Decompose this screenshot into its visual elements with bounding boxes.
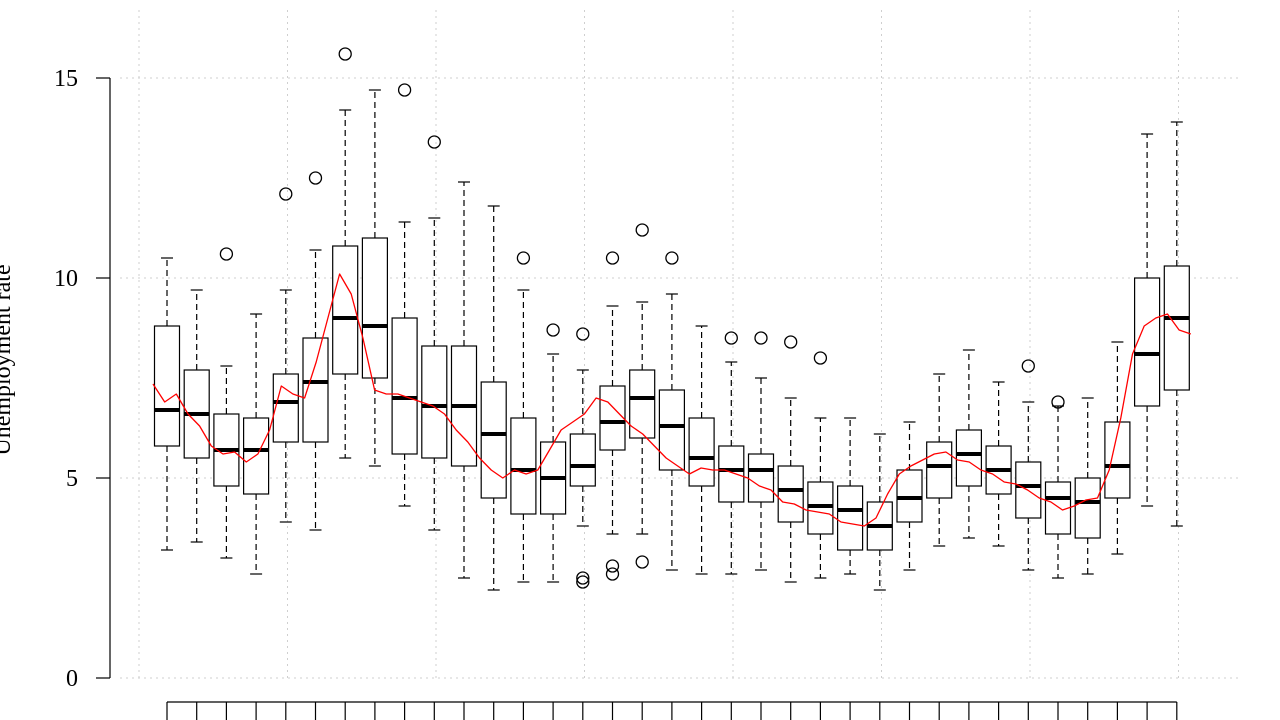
box-iqr (629, 369, 656, 439)
box-iqr (1133, 277, 1161, 407)
box-iqr (332, 245, 359, 375)
box-31 (1044, 395, 1072, 579)
y-axis-label: Unemployment rate (0, 264, 16, 455)
box-33 (1104, 341, 1131, 555)
box-32 (1074, 397, 1101, 575)
trend-line (152, 273, 1192, 527)
box-13 (510, 251, 537, 583)
outlier-2 (635, 555, 649, 569)
box-iqr (361, 237, 388, 379)
box-1 (153, 257, 181, 551)
grid (120, 10, 1238, 682)
box-iqr (718, 445, 745, 503)
outlier-2 (605, 559, 620, 573)
outlier-1 (279, 187, 293, 201)
box-4 (243, 313, 270, 575)
box-iqr (569, 433, 596, 487)
y-tick-labels: 0 5 10 15 (54, 66, 78, 692)
box-23 (807, 351, 834, 579)
box-28 (955, 349, 983, 539)
y-tick-label-1: 5 (66, 466, 78, 492)
box-8 (361, 89, 388, 467)
box-15 (569, 327, 596, 589)
box-16 (599, 251, 626, 581)
box-14 (539, 323, 567, 583)
box-17 (629, 223, 656, 569)
outlier-1 (813, 351, 828, 365)
box-7 (332, 47, 359, 459)
outlier-1 (635, 223, 649, 237)
box-12 (480, 205, 507, 591)
outlier-1 (546, 323, 560, 337)
box-2 (183, 289, 210, 543)
box-iqr (926, 441, 953, 499)
box-iqr (658, 389, 686, 471)
outlier-1 (605, 251, 620, 265)
box-10 (421, 135, 448, 531)
box-iqr (599, 385, 626, 451)
box-25 (866, 433, 893, 591)
box-24 (836, 417, 864, 575)
outlier-1 (1021, 359, 1035, 373)
box-30 (1015, 359, 1042, 571)
box-29 (985, 381, 1012, 547)
y-tick-label-3: 15 (54, 66, 78, 92)
box-35 (1163, 121, 1190, 527)
box-21 (747, 331, 775, 571)
outlier-1 (665, 251, 679, 265)
box-iqr (480, 381, 507, 499)
outlier-1 (516, 251, 531, 265)
outlier-3 (605, 567, 620, 581)
box-iqr (510, 417, 537, 515)
outlier-1 (724, 331, 738, 345)
outlier-1 (338, 47, 352, 61)
box-20 (718, 331, 745, 575)
outlier-1 (754, 331, 768, 345)
box-22 (777, 335, 804, 583)
outlier-1 (427, 135, 441, 149)
box-26 (896, 421, 923, 571)
box-iqr (777, 465, 804, 523)
box-iqr (747, 453, 775, 503)
box-18 (658, 251, 686, 571)
box-9 (391, 83, 418, 507)
box-iqr (391, 317, 418, 455)
box-iqr (153, 325, 181, 447)
outlier-1 (576, 327, 590, 341)
box-27 (926, 373, 953, 547)
outlier-1 (219, 247, 234, 261)
y-tick-label-0: 0 (66, 666, 78, 692)
outlier-3 (576, 575, 590, 589)
box-5 (272, 187, 299, 523)
box-34 (1133, 133, 1161, 507)
box-iqr (955, 429, 983, 487)
box-11 (450, 181, 478, 579)
x-axis (166, 701, 1178, 720)
box-iqr (688, 417, 715, 487)
outlier-1 (397, 83, 412, 97)
box-iqr (836, 485, 864, 551)
outlier-1 (1051, 395, 1065, 409)
outlier-1 (308, 171, 323, 185)
box-19 (688, 325, 715, 575)
outlier-2 (576, 571, 590, 585)
boxes (153, 47, 1190, 591)
box-iqr (1074, 477, 1101, 539)
outlier-1 (784, 335, 798, 349)
box-iqr (1044, 481, 1072, 535)
box-iqr (1163, 265, 1190, 391)
box-6 (302, 171, 329, 531)
box-3 (213, 247, 240, 559)
box-iqr (421, 345, 448, 459)
y-tick-label-2: 10 (54, 266, 78, 292)
y-axis (96, 77, 111, 679)
box-iqr (272, 373, 299, 443)
